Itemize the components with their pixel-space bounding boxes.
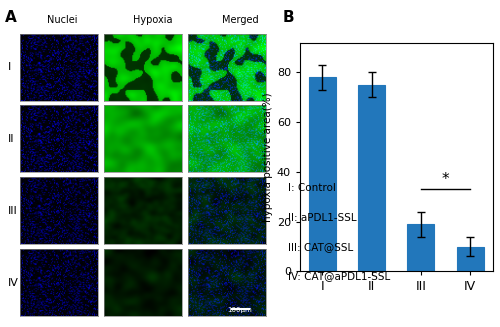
Text: IV: CAT@aPDL1-SSL: IV: CAT@aPDL1-SSL — [288, 271, 390, 282]
Bar — [408, 224, 434, 271]
Text: 100μm: 100μm — [228, 307, 252, 313]
Text: Merged: Merged — [222, 15, 258, 25]
Y-axis label: hypoxia positive area(%): hypoxia positive area(%) — [262, 92, 272, 222]
Text: IV: IV — [8, 278, 18, 288]
Text: I: I — [8, 62, 11, 72]
Bar — [309, 77, 336, 271]
Text: *: * — [442, 172, 450, 187]
Bar — [358, 85, 385, 271]
Text: B: B — [282, 10, 294, 25]
Text: Hypoxia: Hypoxia — [133, 15, 172, 25]
Text: Nuclei: Nuclei — [47, 15, 78, 25]
Bar — [456, 247, 484, 271]
Text: II: II — [8, 134, 14, 144]
Text: III: III — [8, 206, 17, 216]
Text: II: aPDL1-SSL: II: aPDL1-SSL — [288, 213, 356, 223]
Text: A: A — [5, 10, 17, 25]
Text: III: CAT@SSL: III: CAT@SSL — [288, 242, 353, 252]
Text: I: Control: I: Control — [288, 183, 336, 193]
